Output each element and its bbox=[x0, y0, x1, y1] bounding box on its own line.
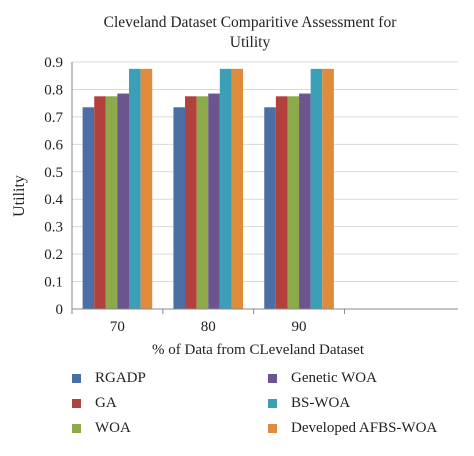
bar-bs-woa-80 bbox=[219, 68, 232, 309]
bar-ga-70 bbox=[94, 96, 106, 309]
bar-bs-woa-70 bbox=[129, 68, 141, 309]
bar-rgadp-90 bbox=[264, 107, 276, 310]
bar-ga-80 bbox=[185, 96, 197, 309]
bar-woa-70 bbox=[105, 96, 118, 309]
y-tick-label: 0.6 bbox=[44, 137, 63, 153]
x-axis-label: % of Data from CLeveland Dataset bbox=[152, 342, 365, 358]
bar-genetic-woa-80 bbox=[208, 93, 220, 309]
y-tick-label: 0.4 bbox=[44, 192, 63, 208]
y-tick-label: 0.2 bbox=[44, 247, 63, 263]
y-tick-label: 0 bbox=[56, 302, 64, 318]
bars bbox=[82, 68, 334, 310]
bar-bs-woa-90 bbox=[310, 68, 323, 309]
bar-woa-80 bbox=[196, 96, 209, 309]
y-tick-label: 0.9 bbox=[44, 55, 63, 71]
y-tick-label: 0.1 bbox=[44, 275, 63, 291]
chart-title-line-1: Cleveland Dataset Comparitive Assessment… bbox=[104, 14, 398, 31]
bar-developed-afbs-woa-70 bbox=[140, 68, 153, 309]
bar-woa-90 bbox=[287, 96, 300, 309]
x-tick-label: 70 bbox=[110, 319, 125, 335]
y-tick-label: 0.5 bbox=[44, 165, 63, 181]
axes: 0 0.1 0.2 0.3 0.4 0.5 0.6 0.7 0.8 0.9 70 80 90 bbox=[44, 55, 458, 335]
bar-rgadp-80 bbox=[173, 107, 186, 310]
chart-title-line-2: Utility bbox=[230, 34, 271, 51]
bar-ga-90 bbox=[275, 96, 288, 309]
bar-rgadp-70 bbox=[82, 107, 95, 310]
bar-genetic-woa-70 bbox=[117, 93, 130, 309]
y-tick-label: 0.8 bbox=[44, 82, 63, 98]
bar-developed-afbs-woa-90 bbox=[322, 68, 334, 309]
y-axis-label: Utility bbox=[11, 175, 28, 217]
y-tick-label: 0.7 bbox=[44, 110, 63, 126]
x-tick-label: 80 bbox=[201, 319, 216, 335]
y-tick-label: 0.3 bbox=[44, 220, 63, 236]
x-tick-label: 90 bbox=[292, 319, 307, 335]
bar-developed-afbs-woa-80 bbox=[231, 68, 244, 309]
bar-genetic-woa-90 bbox=[299, 93, 311, 309]
